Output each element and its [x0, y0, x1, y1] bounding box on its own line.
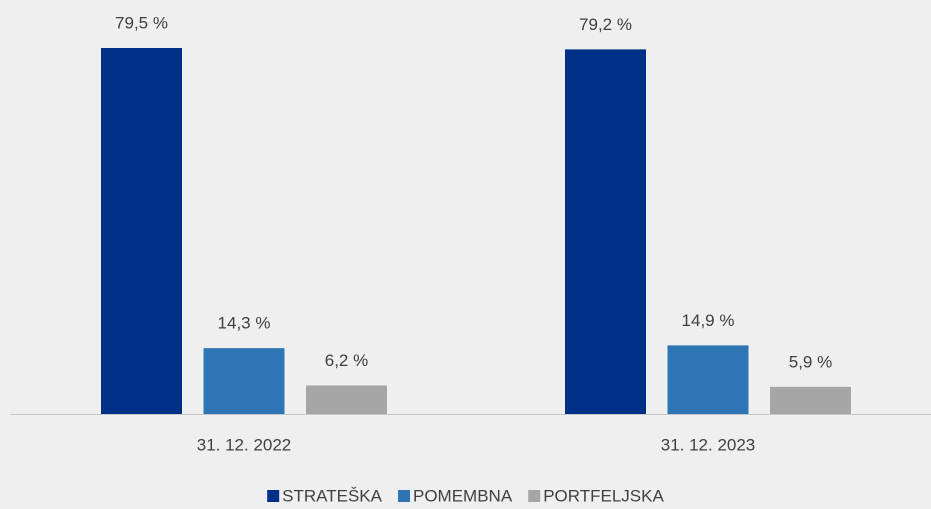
- bar: [565, 49, 646, 414]
- legend-label: POMEMBNA: [413, 486, 513, 505]
- bar: [770, 386, 851, 414]
- bar: [667, 345, 749, 414]
- value-label: 14,3 %: [218, 314, 271, 333]
- legend-swatch: [267, 490, 280, 502]
- bar: [101, 48, 182, 414]
- x-tick-label: 31. 12. 2022: [197, 435, 292, 454]
- bar: [203, 348, 285, 414]
- value-label: 6,2 %: [325, 351, 368, 370]
- legend-label: STRATEŠKA: [282, 486, 382, 505]
- value-label: 5,9 %: [789, 352, 832, 371]
- value-label: 79,5 %: [115, 13, 168, 32]
- value-label: 14,9 %: [682, 311, 735, 330]
- legend-label: PORTFELJSKA: [543, 486, 664, 505]
- value-label: 79,2 %: [579, 15, 632, 34]
- legend-swatch: [398, 490, 411, 502]
- legend-swatch: [528, 490, 541, 502]
- bar: [306, 385, 387, 414]
- x-tick-label: 31. 12. 2023: [661, 435, 756, 454]
